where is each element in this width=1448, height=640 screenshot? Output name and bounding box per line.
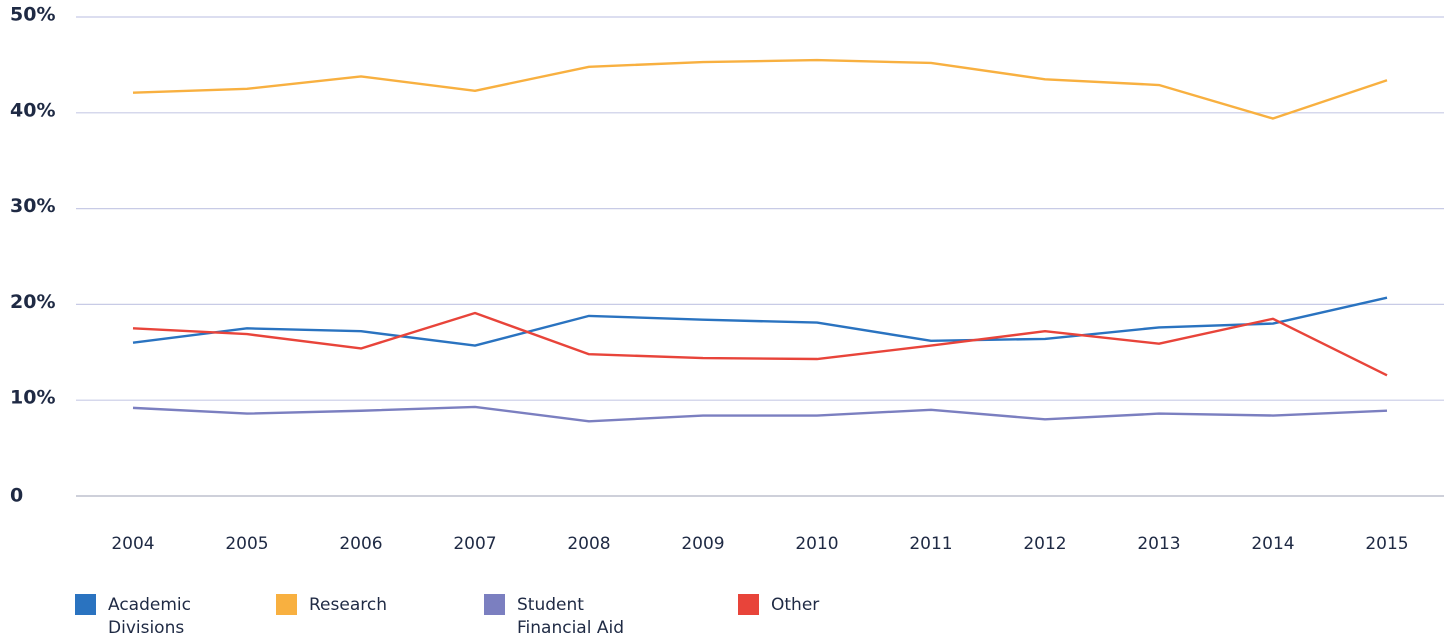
x-tick-label: 2009 [681,534,724,554]
y-tick-label: 40% [10,99,55,121]
legend: Academic Divisions Research Student Financ… [0,594,1448,640]
y-tick-label: 0 [10,485,23,507]
x-tick-label: 2014 [1251,534,1294,554]
legend-swatch [484,594,505,615]
legend-label: Student Financial Aid [517,595,624,638]
legend-item: Academic Divisions [75,594,238,640]
x-tick-label: 2010 [795,534,838,554]
legend-label: Other [771,595,820,615]
x-tick-label: 2004 [111,534,154,554]
legend-swatch [276,594,297,615]
x-tick-label: 2011 [909,534,952,554]
line-series [132,311,1388,377]
legend-item: Other [738,594,901,617]
legend-label: Academic Divisions [108,595,191,638]
y-tick-label: 30% [10,195,55,217]
legend-swatch [75,594,96,615]
legend-item: Research [276,594,439,617]
x-tick-label: 2006 [339,534,382,554]
y-tick-label: 50% [10,4,55,26]
x-tick-label: 2013 [1137,534,1180,554]
x-tick-label: 2007 [453,534,496,554]
x-tick-label: 2008 [567,534,610,554]
line-series [132,296,1388,347]
legend-label: Research [309,595,387,615]
y-tick-label: 10% [10,387,55,409]
chart: 0 10% 20% 30% 40% 50% 2004 2005 2006 2007 2008 2009… [10,4,1444,554]
legend-swatch [738,594,759,615]
y-tick-label: 20% [10,291,55,313]
line-series [132,58,1388,120]
legend-item: Student Financial Aid [484,594,647,640]
line-series [132,405,1388,423]
x-tick-label: 2015 [1365,534,1408,554]
x-tick-label: 2012 [1023,534,1066,554]
x-tick-label: 2005 [225,534,268,554]
